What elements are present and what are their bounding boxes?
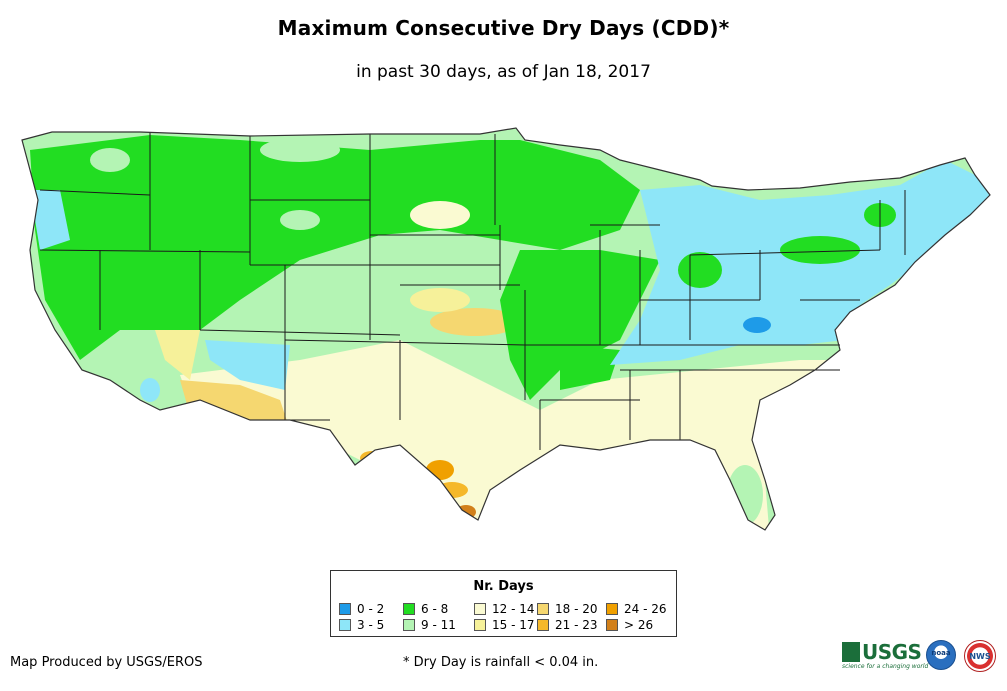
- nws-logo-text: NWS: [969, 652, 991, 661]
- legend-swatch: [474, 619, 486, 631]
- pacnw-coast-3-5-region: [30, 190, 70, 250]
- ne-12-14-pocket: [410, 201, 470, 229]
- legend-item: 6 - 8: [403, 603, 448, 615]
- state-boundaries: [39, 132, 906, 450]
- nv-15-17-region: [150, 315, 200, 380]
- legend-label: 15 - 17: [492, 618, 535, 632]
- legend-label: 21 - 23: [555, 618, 598, 632]
- legend-swatch: [537, 603, 549, 615]
- legend-swatch: [537, 619, 549, 631]
- legend-item: 24 - 26: [606, 603, 667, 615]
- legend-item: 18 - 20: [537, 603, 598, 615]
- legend-swatch: [606, 619, 618, 631]
- legend-label: > 26: [624, 618, 654, 632]
- us-outline: [21, 127, 991, 531]
- map-title: Maximum Consecutive Dry Days (CDD)*: [277, 16, 730, 40]
- usgs-wave-icon: [842, 642, 860, 662]
- legend-item: 15 - 17: [474, 619, 535, 631]
- in-6-8-region: [678, 252, 722, 288]
- legend-item: 21 - 23: [537, 619, 598, 631]
- arkansas-6-8-region: [560, 345, 620, 390]
- legend-item: 9 - 11: [403, 619, 456, 631]
- map-subtitle: in past 30 days, as of Jan 18, 2017: [356, 62, 651, 82]
- legend-label: 9 - 11: [421, 618, 456, 632]
- state-boundary-line: [39, 189, 151, 196]
- ks-18-20-region: [430, 308, 520, 336]
- wa-9-11-pocket: [90, 148, 130, 172]
- usgs-logo-text: USGS: [862, 640, 922, 664]
- noaa-logo: noaa: [926, 640, 956, 670]
- fl-9-11-region: [727, 465, 763, 525]
- legend-swatch: [339, 619, 351, 631]
- legend-label: 0 - 2: [357, 602, 385, 616]
- ny-6-8-region: [780, 236, 860, 264]
- ut-co-3-5-region: [205, 340, 290, 390]
- north-6-8-region: [30, 135, 640, 360]
- southeast-12-14-region: [590, 360, 830, 450]
- appalachia-0-2-region: [743, 317, 771, 333]
- state-boundary-line: [199, 329, 401, 336]
- noaa-logo-text: noaa: [931, 649, 951, 657]
- legend-swatch: [339, 603, 351, 615]
- dry-days-fill-layer: [22, 128, 990, 530]
- midwest-6-8-region: [500, 250, 660, 400]
- dry-day-footnote: * Dry Day is rainfall < 0.04 in.: [403, 655, 599, 670]
- legend-swatch: [403, 619, 415, 631]
- legend-item: > 26: [606, 619, 653, 631]
- legend-label: 24 - 26: [624, 602, 667, 616]
- ks-15-17-region: [410, 288, 470, 312]
- legend-swatch: [474, 603, 486, 615]
- legend-item: 12 - 14: [474, 603, 535, 615]
- legend-item: 3 - 5: [339, 619, 384, 631]
- state-boundary-line: [284, 339, 526, 346]
- socal-3-5-region: [140, 378, 160, 402]
- map-credit: Map Produced by USGS/EROS: [10, 655, 203, 670]
- legend-swatch: [606, 603, 618, 615]
- legend-title: Nr. Days: [473, 579, 534, 594]
- wy-9-11-pocket: [280, 210, 320, 230]
- legend-swatch: [403, 603, 415, 615]
- mt-9-11-pocket: [260, 138, 340, 162]
- legend-box: Nr. Days 0 - 2 3 - 5 6 - 8 9 - 11 12 - 1…: [330, 570, 677, 637]
- legend-label: 3 - 5: [357, 618, 385, 632]
- usgs-tagline: science for a changing world: [842, 663, 929, 670]
- legend-item: 0 - 2: [339, 603, 384, 615]
- tx-24-26-region: [426, 460, 454, 480]
- usgs-logo: USGS science for a changing world: [842, 640, 928, 670]
- state-boundary-line: [689, 249, 881, 256]
- state-boundary-line: [39, 249, 251, 253]
- legend-label: 18 - 20: [555, 602, 598, 616]
- legend-label: 12 - 14: [492, 602, 535, 616]
- nws-logo: NWS: [964, 640, 996, 672]
- legend-label: 6 - 8: [421, 602, 449, 616]
